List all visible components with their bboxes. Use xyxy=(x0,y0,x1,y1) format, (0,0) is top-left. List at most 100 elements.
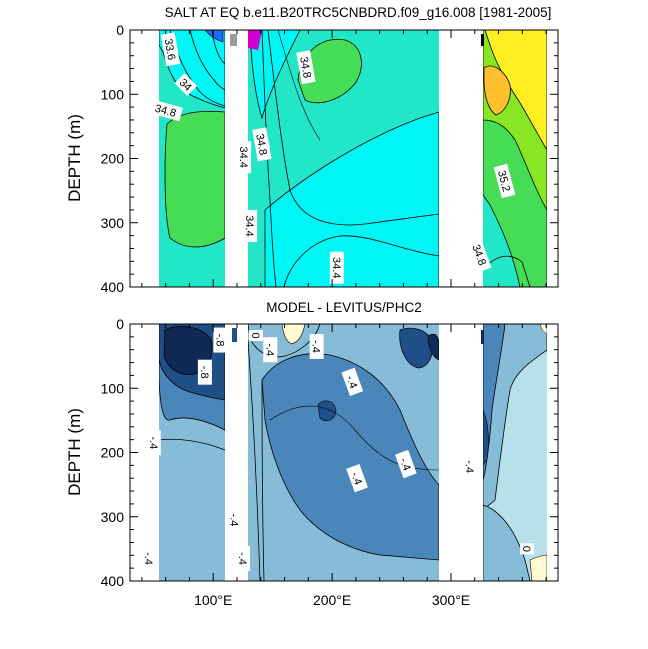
bottom-contour-label: -.4 xyxy=(235,546,250,572)
top-dark-marker xyxy=(481,34,484,46)
bottom-contour-label-bg xyxy=(263,337,278,363)
top-contour-label: 34.4 xyxy=(243,209,258,242)
top-contour-label-bg xyxy=(160,32,181,67)
top-contour-label: 33.6 xyxy=(160,32,181,67)
top-contour-label: 34.8 xyxy=(296,50,316,85)
bottom-x-tick-label: 300°E xyxy=(432,592,470,608)
top-contour-label: 34.8 xyxy=(148,99,183,122)
bottom-title: MODEL - LEVITUS/PHC2 xyxy=(266,300,422,315)
bottom-contour-label: -.4 xyxy=(227,507,242,533)
bottom-contour-label: -.4 xyxy=(346,464,368,493)
top-contour-p1 xyxy=(261,30,277,287)
top-panel: SALT AT EQ b.e11.B20TRC5CNBDRD.f09_g16.0… xyxy=(65,5,559,295)
top-contour-label: 34.4 xyxy=(329,251,344,284)
bottom-contour-label-text: -.4 xyxy=(263,343,275,356)
top-contour-label-bg xyxy=(174,73,198,96)
top-west-section xyxy=(158,30,226,287)
top-y-tick-label: 0 xyxy=(116,22,124,38)
bottom-contour-label: -.4 xyxy=(341,367,364,396)
bottom-y-tick-label: 0 xyxy=(116,316,124,332)
top-contour-label-bg xyxy=(493,163,516,199)
bottom-contour-label: -.4 xyxy=(146,430,161,456)
bottom-contour-label-bg xyxy=(213,327,228,353)
top-contour-label-text: 34.4 xyxy=(237,147,249,168)
bottom-y-tick-label: 300 xyxy=(101,509,125,525)
top-contour-label-text: 34.4 xyxy=(330,257,342,278)
bottom-contour-label: -.4 xyxy=(142,546,157,572)
top-west-fresh xyxy=(204,30,224,43)
bottom-contour-label-text: -.4 xyxy=(310,340,322,353)
top-y-tick-label: 100 xyxy=(101,86,125,102)
bottom-contour-label-bg xyxy=(142,546,157,572)
top-plot-area xyxy=(130,30,558,287)
bottom-east-cream xyxy=(529,554,548,581)
bottom-x-tick-label: 200°E xyxy=(313,592,351,608)
bottom-contour-label-text: -.4 xyxy=(463,460,475,473)
bottom-contour-label-text: -.4 xyxy=(344,374,360,390)
bottom-contour-label-bg xyxy=(341,367,364,396)
top-y-tick-label: 300 xyxy=(101,215,125,231)
bottom-land-indonesia xyxy=(225,324,248,581)
bottom-pacific-contour-a xyxy=(261,379,265,581)
top-contour-label-bg xyxy=(296,50,316,85)
bottom-dark-marker xyxy=(232,328,237,342)
bottom-contour-label-bg xyxy=(520,543,535,555)
top-contour-label-text: 34.8 xyxy=(253,133,269,156)
bottom-y-tick-label: 400 xyxy=(101,573,125,589)
top-y-tick-label: 200 xyxy=(101,151,125,167)
bottom-contour-label: 0 xyxy=(520,543,535,555)
bottom-x-tick-label: 100°E xyxy=(194,592,232,608)
bottom-contour-label-bg xyxy=(249,330,264,342)
bottom-dark-marker-east xyxy=(481,330,484,344)
bottom-contour-label-bg xyxy=(197,359,212,385)
bottom-y-axis-label: DEPTH (m) xyxy=(65,408,84,496)
top-contour-label: 34.4 xyxy=(237,141,252,174)
top-contour-label-text: 34.4 xyxy=(243,215,255,236)
bottom-contour-label: -.4 xyxy=(463,454,478,480)
top-land-indonesia xyxy=(225,30,248,287)
bottom-y-tick-label: 100 xyxy=(101,380,125,396)
bottom-x-ticks: 100°E 200°E 300°E xyxy=(141,324,547,608)
bottom-contour-label-text: 0 xyxy=(249,333,261,339)
top-contour-label-bg xyxy=(148,99,183,122)
top-contour-label-bg xyxy=(252,127,272,162)
top-contour-label-text: 34.8 xyxy=(154,103,178,120)
top-y-ticks: 0 100 200 300 400 xyxy=(101,22,558,295)
bottom-pacific-mid xyxy=(261,353,440,561)
bottom-contour-label: -.4 xyxy=(263,337,278,363)
top-pacific-green-lens xyxy=(297,38,362,104)
top-contour-label-text: 34.8 xyxy=(297,56,313,79)
top-contour-label-bg xyxy=(237,141,252,174)
bottom-contour-label-bg xyxy=(309,333,324,359)
top-contour-label: 34.8 xyxy=(252,127,272,162)
top-pacific-section xyxy=(248,30,440,287)
bottom-contour-label-text: 0 xyxy=(520,546,532,552)
top-y-axis-label: DEPTH (m) xyxy=(65,114,84,202)
bottom-contour-label-bg xyxy=(394,449,417,479)
bottom-contour-label-text: -.8 xyxy=(213,334,225,347)
bottom-contour-label: -.8 xyxy=(197,359,212,385)
bottom-east-low-mid xyxy=(482,504,531,581)
bottom-contour-label-bg xyxy=(463,454,478,480)
top-contour-p3 xyxy=(277,30,321,141)
bottom-contour-label-bg xyxy=(227,507,242,533)
bottom-pacific-light-band xyxy=(247,339,261,581)
top-contour-label: 35.2 xyxy=(493,163,516,199)
top-contour-label-text: 33.6 xyxy=(162,38,178,61)
top-pacific-cyan-lower xyxy=(264,111,440,287)
top-y-tick-label: 400 xyxy=(101,279,125,295)
top-contour-w3 xyxy=(211,30,226,65)
bottom-contour-label-text: -.4 xyxy=(397,456,413,472)
bottom-contour-label-text: -.4 xyxy=(228,514,240,527)
bottom-east-deep xyxy=(482,409,489,466)
top-contour-p2 xyxy=(267,30,440,226)
top-contour-label-text: 35.2 xyxy=(495,169,512,193)
bottom-contour-label: -.8 xyxy=(213,327,228,353)
top-east-section xyxy=(482,30,548,287)
bottom-west-section xyxy=(158,324,226,451)
top-magenta-patch xyxy=(248,30,262,50)
bottom-contour-label: -.4 xyxy=(309,333,324,359)
bottom-east-light xyxy=(482,324,548,511)
bottom-contour-label-bg xyxy=(146,430,161,456)
